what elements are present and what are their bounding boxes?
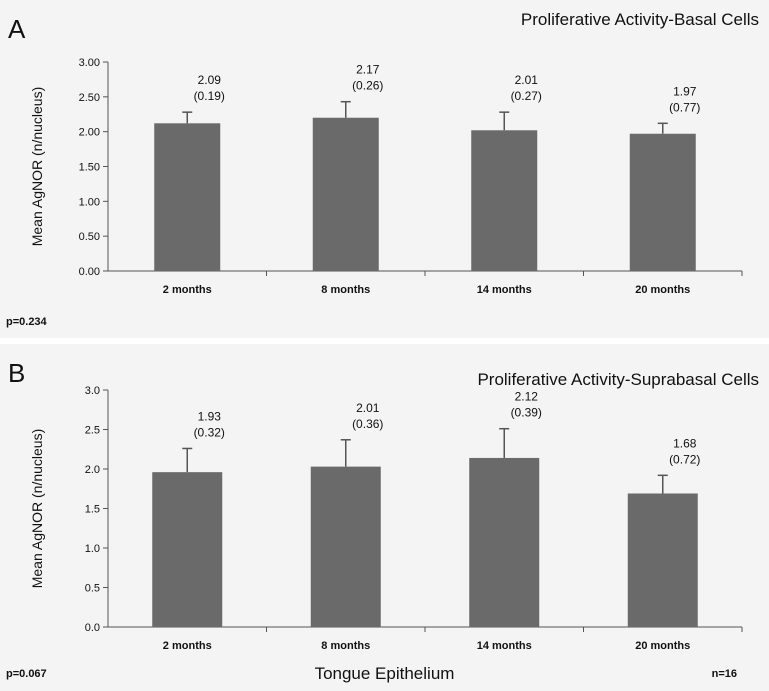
y-tick-label: 1.5 [85, 504, 100, 516]
bar [310, 466, 381, 627]
y-axis-label: Mean AgNOR (n/nucleus) [29, 87, 45, 247]
bar [154, 123, 221, 271]
data-label-mean: 2.01 [356, 401, 380, 415]
data-label-mean: 2.01 [515, 73, 539, 87]
data-label-sd: (0.39) [511, 406, 542, 420]
chart-title: Proliferative Activity-Suprabasal Cells [477, 370, 759, 389]
bar [629, 133, 696, 271]
panel-letter: A [8, 14, 26, 44]
data-label-sd: (0.77) [669, 100, 700, 114]
data-label-sd: (0.27) [511, 89, 542, 103]
x-tick-label: 20 months [635, 640, 690, 652]
p-value: p=0.234 [6, 316, 47, 328]
data-label-sd: (0.19) [194, 89, 225, 103]
y-tick-label: 2.0 [85, 464, 100, 476]
y-tick-label: 0.50 [79, 231, 100, 243]
y-tick-label: 1.00 [79, 196, 100, 208]
data-label-sd: (0.72) [669, 452, 700, 466]
y-tick-label: 0.0 [85, 622, 100, 634]
x-tick-label: 20 months [635, 284, 690, 296]
x-tick-label: 8 months [321, 284, 370, 296]
data-label-mean: 2.09 [198, 73, 222, 87]
y-tick-label: 2.5 [85, 425, 100, 437]
bar [627, 493, 698, 627]
panel-a: A Proliferative Activity-Basal Cells 0.0… [0, 0, 769, 338]
chart-suprabasal: 0.0 0.5 1.0 1.5 2.0 2.5 3.0 Mean AgNOR (n/nucle… [29, 385, 743, 652]
y-tick-label: 2.50 [79, 92, 100, 104]
p-value: p=0.067 [6, 668, 47, 680]
data-label-sd: (0.26) [352, 79, 383, 93]
bar [312, 117, 379, 271]
x-tick-label: 2 months [163, 640, 212, 652]
x-tick-label: 14 months [477, 284, 532, 296]
bar [152, 472, 223, 627]
data-label-mean: 2.12 [515, 390, 539, 404]
y-tick-label: 1.0 [85, 543, 100, 555]
x-tick-label: 8 months [321, 640, 370, 652]
bar [469, 457, 540, 627]
y-axis-label: Mean AgNOR (n/nucleus) [29, 429, 45, 589]
data-label-sd: (0.32) [194, 425, 225, 439]
data-label-sd: (0.36) [352, 417, 383, 431]
y-tick-label: 0.5 [85, 583, 100, 595]
y-tick-label: 2.00 [79, 127, 100, 139]
chart-basal: 0.00 0.50 1.00 1.50 2.00 2.50 3.00 Mean AgNOR (… [29, 57, 743, 296]
y-tick-label: 0.00 [79, 266, 100, 278]
y-tick-label: 3.00 [79, 57, 100, 69]
y-tick-label: 1.50 [79, 162, 100, 174]
y-tick-label: 3.0 [85, 385, 100, 397]
panel-letter: B [8, 358, 26, 388]
chart-title: Proliferative Activity-Basal Cells [520, 10, 759, 29]
x-tick-label: 14 months [477, 640, 532, 652]
x-axis-title: Tongue Epithelium [314, 664, 455, 683]
sample-size-label: n=16 [711, 668, 737, 680]
data-label-mean: 1.97 [673, 84, 697, 98]
data-label-mean: 1.93 [198, 409, 222, 423]
data-label-mean: 2.17 [356, 63, 380, 77]
data-label-mean: 1.68 [673, 436, 697, 450]
panel-b: B Proliferative Activity-Suprabasal Cell… [0, 344, 769, 691]
x-tick-label: 2 months [163, 284, 212, 296]
bar [471, 130, 538, 271]
